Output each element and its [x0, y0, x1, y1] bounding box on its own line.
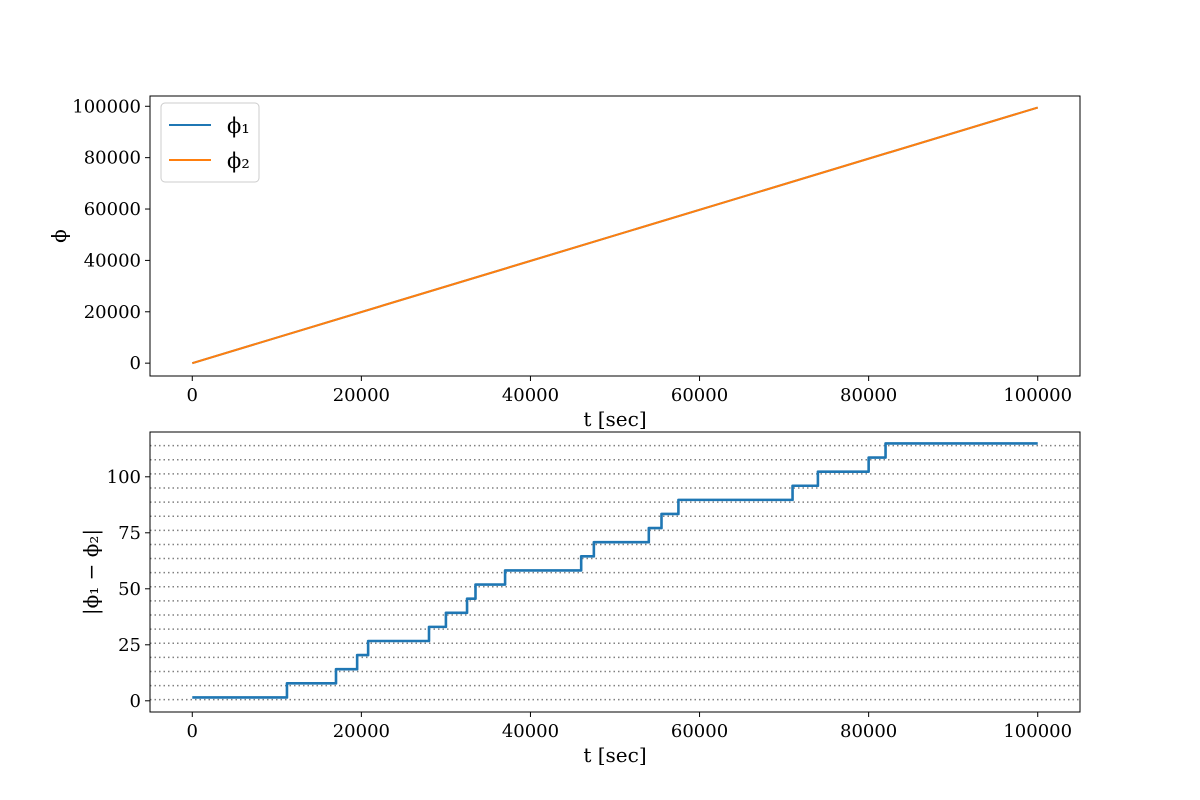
difference-lines [192, 442, 1038, 699]
difference-y-tick-label: 25 [118, 635, 141, 656]
difference-x-tick-label: 20000 [333, 721, 390, 742]
phase-y-axis-label: ϕ [47, 229, 71, 243]
phase-x-ticks: 0 20000 40000 60000 80000 100000 [187, 376, 1072, 406]
phase-y-tick-label: 80000 [84, 148, 141, 169]
difference-y-tick-label: 50 [118, 579, 141, 600]
phase-y-tick-label: 0 [130, 353, 141, 374]
difference-x-tick-label: 0 [187, 721, 198, 742]
phase-series-line-2 [191, 106, 1039, 365]
phase-y-tick-label: 20000 [84, 302, 141, 323]
phase-y-tick-label: 40000 [84, 250, 141, 271]
difference-x-tick-label: 40000 [502, 721, 559, 742]
difference-y-axis-label: |ϕ₁ − ϕ₂| [79, 529, 104, 615]
phase-plot-frame [149, 95, 1081, 377]
phase-y-ticks: 0 20000 40000 60000 80000 100000 [72, 96, 150, 374]
phase-chart: 0 20000 40000 60000 80000 100000 0 20000 40000 6… [47, 95, 1081, 431]
phase-x-tick-label: 80000 [840, 385, 897, 406]
phase-difference-chart: 0 20000 40000 60000 80000 100000 0 25 50 75 100 t… [79, 431, 1081, 767]
phase-legend: ϕ₁ ϕ₂ [160, 102, 260, 183]
phase-lines [191, 106, 1039, 365]
difference-y-ticks: 0 25 50 75 100 [107, 467, 150, 712]
legend-label-phi2: ϕ₂ [227, 149, 250, 173]
difference-plot-frame [149, 431, 1081, 713]
difference-x-axis-label: t [sec] [583, 743, 646, 767]
phase-x-tick-label: 20000 [333, 385, 390, 406]
phase-y-tick-label: 60000 [84, 199, 141, 220]
reference-lines [150, 444, 1080, 701]
legend-label-phi1: ϕ₁ [227, 114, 250, 138]
difference-y-tick-label: 75 [118, 523, 141, 544]
difference-x-tick-label: 80000 [840, 721, 897, 742]
phase-x-tick-label: 100000 [1003, 385, 1072, 406]
difference-x-tick-label: 100000 [1003, 721, 1072, 742]
difference-y-tick-label: 100 [107, 467, 141, 488]
phase-y-tick-label: 100000 [72, 96, 141, 117]
difference-x-ticks: 0 20000 40000 60000 80000 100000 [187, 712, 1072, 742]
legend-box [160, 102, 260, 183]
difference-series-line-1 [192, 442, 1038, 699]
phase-x-axis-label: t [sec] [583, 407, 646, 431]
phase-x-tick-label: 40000 [502, 385, 559, 406]
phase-x-tick-label: 60000 [671, 385, 728, 406]
difference-x-tick-label: 60000 [671, 721, 728, 742]
difference-y-tick-label: 0 [130, 691, 141, 712]
phase-x-tick-label: 0 [187, 385, 198, 406]
